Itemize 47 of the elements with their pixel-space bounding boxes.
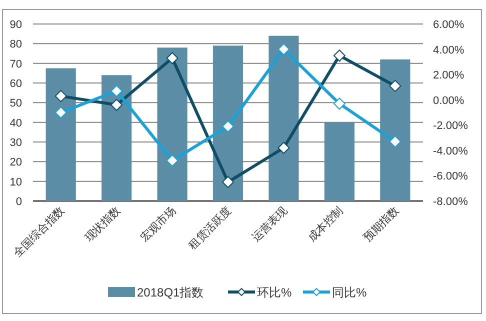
point bbox=[389, 136, 402, 148]
y2-tick-label: -8.00% bbox=[433, 196, 468, 208]
y2-tick-label: 0.00% bbox=[433, 94, 464, 107]
bar bbox=[102, 75, 132, 201]
y-tick-label: 20 bbox=[10, 156, 22, 169]
point bbox=[166, 154, 178, 167]
y-tick-label: 80 bbox=[10, 38, 22, 51]
y-tick-label: 50 bbox=[10, 98, 22, 110]
x-tick-label: 现状指数 bbox=[83, 204, 123, 244]
point bbox=[222, 120, 234, 132]
y2-tick-label: -4.00% bbox=[433, 145, 468, 158]
bar bbox=[46, 68, 76, 201]
legend-label: 环比% bbox=[257, 286, 292, 300]
y2-tick-label: -6.00% bbox=[433, 170, 468, 183]
point bbox=[278, 142, 290, 154]
bar bbox=[157, 48, 188, 201]
y2-tick-label: -2.00% bbox=[433, 120, 468, 132]
point bbox=[222, 176, 234, 188]
bar bbox=[268, 36, 299, 201]
y2-tick-label: 4.00% bbox=[433, 44, 464, 56]
y2-tick-label: 6.00% bbox=[433, 19, 464, 31]
legend-label: 2018Q1指数 bbox=[137, 286, 204, 300]
y2-tick-label: 2.00% bbox=[433, 70, 464, 82]
x-tick-label: 成本控制 bbox=[305, 204, 346, 244]
y-tick-label: 30 bbox=[10, 137, 22, 149]
legend-label: 同比% bbox=[332, 286, 367, 300]
y-tick-label: 40 bbox=[10, 117, 22, 130]
x-tick-label: 租赁活跃度 bbox=[186, 204, 234, 252]
y-tick-label: 90 bbox=[10, 19, 22, 31]
y-tick-label: 10 bbox=[10, 176, 22, 188]
y-tick-label: 70 bbox=[10, 58, 22, 70]
bar bbox=[380, 59, 410, 201]
point bbox=[166, 52, 178, 64]
point bbox=[389, 80, 402, 92]
point bbox=[54, 106, 67, 118]
point bbox=[333, 98, 346, 110]
point bbox=[333, 50, 346, 62]
point bbox=[278, 43, 290, 56]
x-tick-label: 预期指数 bbox=[362, 204, 402, 244]
x-tick-label: 运营表现 bbox=[250, 204, 290, 244]
point bbox=[54, 90, 67, 102]
x-tick-label: 宏观市场 bbox=[138, 204, 178, 244]
bar bbox=[212, 46, 244, 201]
point bbox=[110, 85, 123, 98]
y-tick-label: 60 bbox=[10, 78, 22, 90]
bar bbox=[324, 122, 354, 201]
point bbox=[110, 98, 123, 111]
